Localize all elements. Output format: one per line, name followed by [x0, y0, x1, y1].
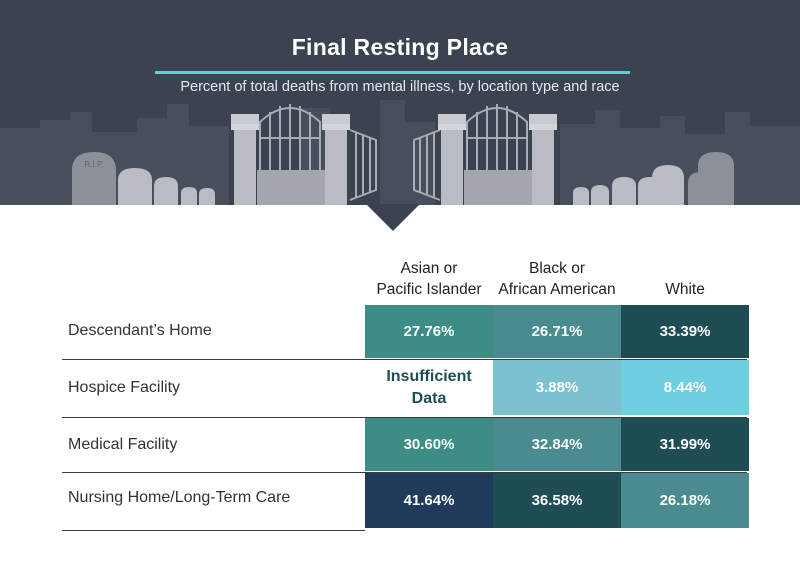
column-header-line: African American: [498, 281, 616, 298]
table-cell: 33.39%: [621, 305, 749, 358]
table-cell: 31.99%: [621, 418, 749, 471]
table-cell: Insufficient Data: [365, 360, 493, 415]
right-gate: [413, 104, 557, 205]
table-cell: 27.76%: [365, 305, 493, 358]
column-header: Black or African American: [493, 258, 621, 300]
small-tombstones-right: [573, 165, 684, 205]
column-header: White: [621, 279, 749, 300]
left-gate: [231, 104, 377, 205]
header-pointer: [366, 204, 420, 231]
row-divider: [62, 472, 747, 473]
column-header-line: White: [665, 281, 705, 298]
column-header-line: Black or: [529, 260, 585, 277]
title-underline: [155, 71, 630, 74]
header-banner: R.I.P.: [0, 0, 800, 205]
tombstone-label: R.I.P.: [85, 160, 104, 169]
table-cell: 32.84%: [493, 418, 621, 471]
row-label: Medical Facility: [68, 436, 178, 453]
row-label: Descendant’s Home: [68, 322, 212, 339]
row-divider: [62, 359, 747, 360]
table-cell: 41.64%: [365, 473, 493, 528]
column-header: Asian or Pacific Islander: [365, 258, 493, 300]
table-cell: 30.60%: [365, 418, 493, 471]
row-label: Nursing Home/Long-Term Care: [68, 489, 291, 506]
table-cell: 36.58%: [493, 473, 621, 528]
cemetery-skyline-illustration: R.I.P.: [0, 100, 800, 205]
chart-subtitle: Percent of total deaths from mental illn…: [180, 79, 620, 95]
table-cell: 26.71%: [493, 305, 621, 358]
column-header-line: Asian or: [400, 260, 458, 277]
row-divider: [62, 417, 747, 418]
row-divider: [62, 530, 365, 531]
large-tombstones-right: [688, 152, 734, 205]
row-label: Hospice Facility: [68, 379, 181, 396]
chart-title: Final Resting Place: [291, 34, 509, 60]
table-cell: 26.18%: [621, 473, 749, 528]
table-cell: 3.88%: [493, 360, 621, 415]
table-cell: 8.44%: [621, 360, 749, 415]
small-tombstones-left: [118, 168, 215, 205]
column-header-line: Pacific Islander: [376, 281, 482, 298]
tombstone-icon: R.I.P.: [72, 152, 116, 205]
